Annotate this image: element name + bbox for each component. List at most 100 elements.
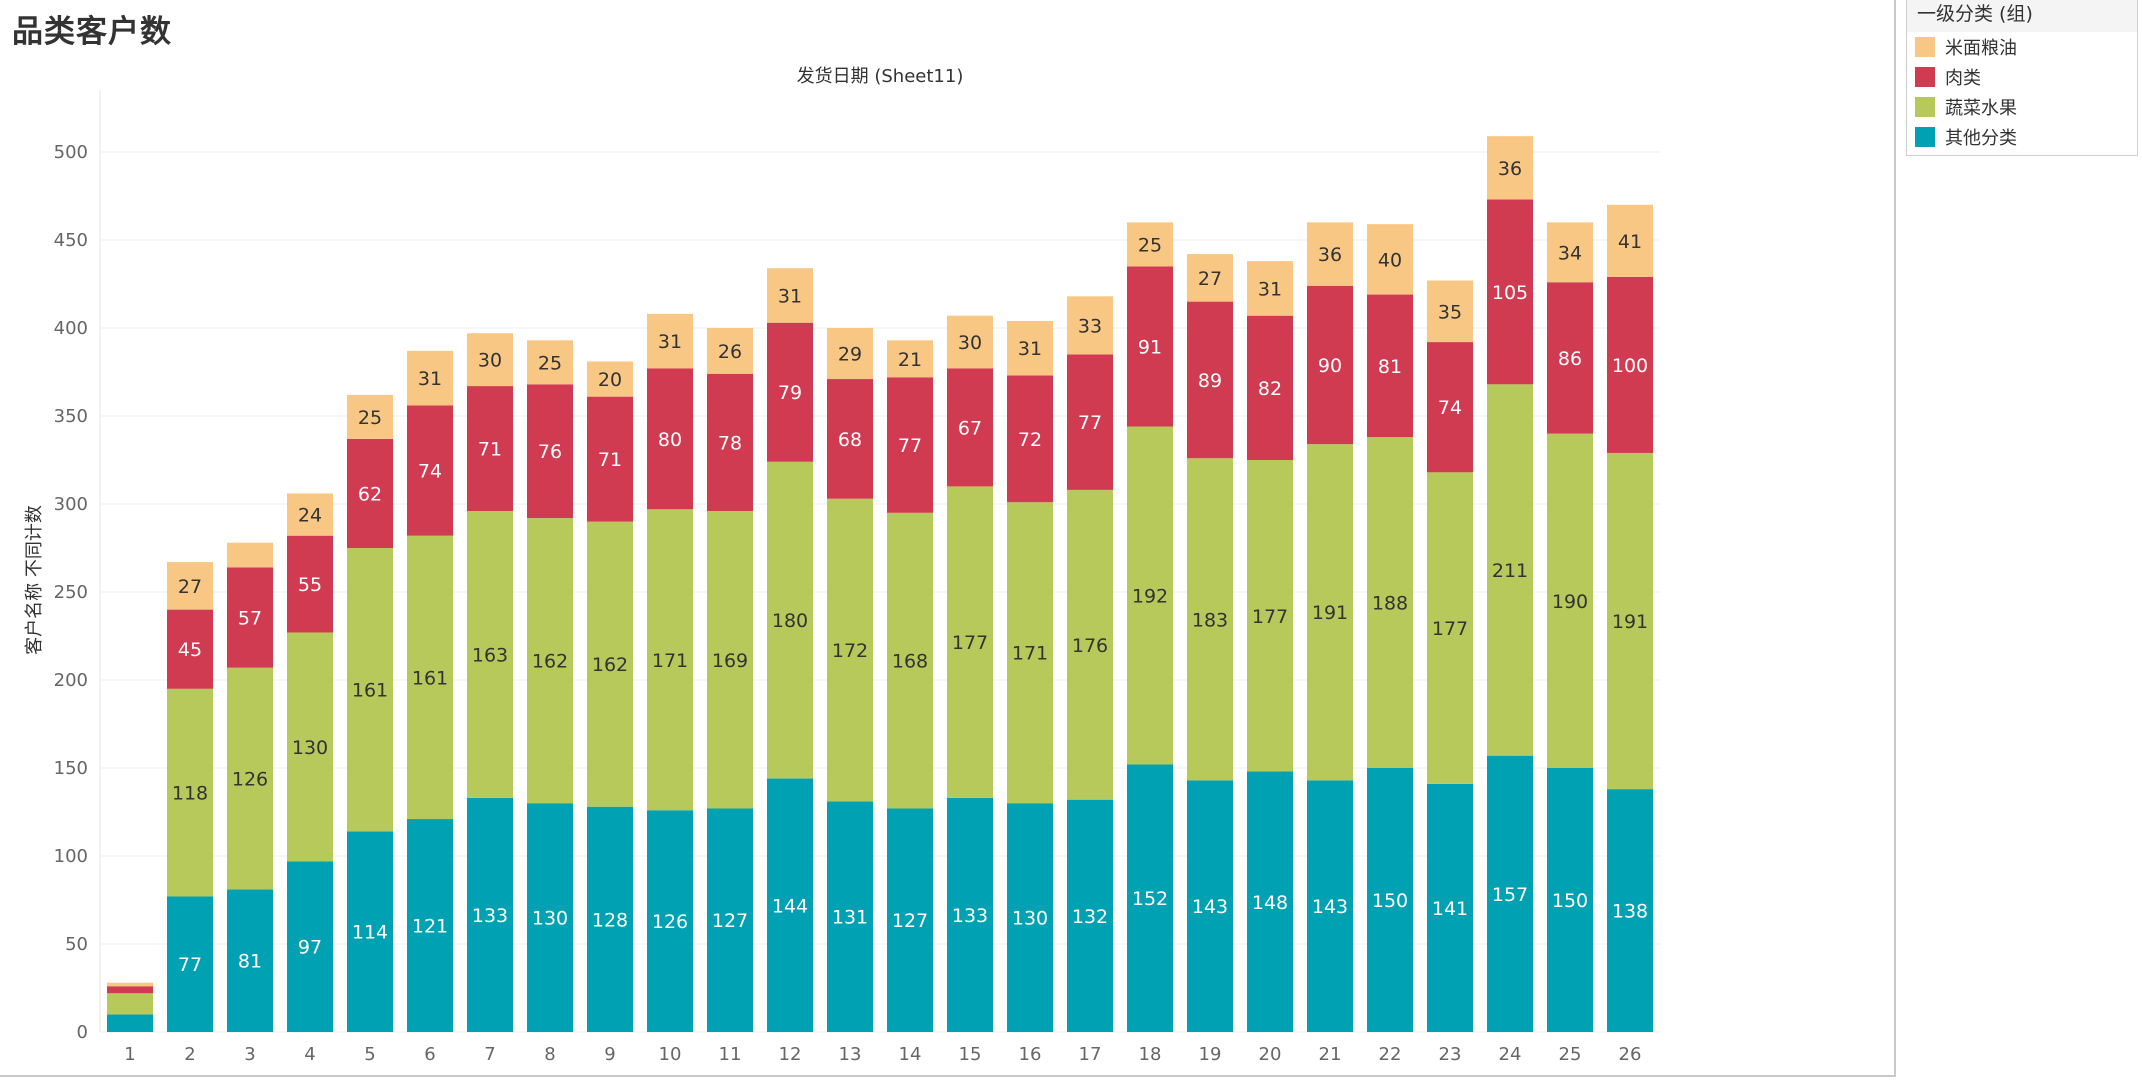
bar-segment [1367,437,1413,768]
x-tick-label: 15 [959,1044,982,1065]
bar-value-label: 138 [1612,901,1648,923]
bar-value-label: 171 [652,650,688,672]
bar-value-label: 130 [1012,908,1048,930]
bar-value-label: 62 [358,483,382,505]
bar-value-label: 105 [1492,282,1528,304]
y-tick-label: 300 [54,494,88,515]
bar-segment [287,632,333,862]
bar-segment [1427,472,1473,784]
bars: 77 118 45 27 81 126 57 97 130 55 24 114 161 62 25 121 16… [107,136,1653,1032]
bar-value-label: 21 [898,349,922,371]
bar-segment [1127,266,1173,427]
bar-segment [887,512,933,809]
bar-segment [767,461,813,779]
bar-value-label: 97 [298,937,322,959]
legend-item[interactable]: 其他分类 [1907,122,2137,152]
x-tick-label: 23 [1439,1044,1462,1065]
legend-item[interactable]: 肉类 [1907,62,2137,92]
bar-value-label: 169 [712,650,748,672]
bar-segment [167,688,213,897]
legend: 一级分类 (组) 米面粮油 肉类 蔬菜水果 其他分类 [1906,0,2138,156]
legend-item[interactable]: 米面粮油 [1907,32,2137,62]
legend-item[interactable]: 蔬菜水果 [1907,92,2137,122]
bar-value-label: 78 [718,432,742,454]
bar-value-label: 150 [1552,890,1588,912]
bar-segment [827,328,873,380]
bar-value-label: 80 [658,429,682,451]
bar-segment [1067,354,1113,490]
bar-segment [647,509,693,811]
bar-value-label: 67 [958,417,982,439]
bar-segment [947,797,993,1032]
bar-value-label: 161 [412,667,448,689]
legend-swatch [1915,67,1935,87]
bar-segment [767,268,813,323]
y-tick-label: 400 [54,318,88,339]
bar-value-label: 20 [598,369,622,391]
bar-segment [107,982,153,987]
bar-value-label: 162 [532,651,568,673]
bar-value-label: 76 [538,441,562,463]
bar-segment [1007,375,1053,503]
bar-segment [1307,285,1353,445]
bar-value-label: 25 [1138,234,1162,256]
bar-segment [1367,294,1413,438]
x-tick-label: 10 [659,1044,682,1065]
bar-value-label: 81 [1378,356,1402,378]
bar-value-label: 74 [1438,397,1462,419]
y-tick-label: 100 [54,846,88,867]
bar-segment [527,518,573,804]
bar-value-label: 143 [1192,896,1228,918]
bar-value-label: 131 [832,907,868,929]
bar-segment [707,511,753,809]
bar-value-label: 127 [892,910,928,932]
x-tick-label: 13 [839,1044,862,1065]
bar-segment [1367,768,1413,1032]
bar-segment [107,986,153,994]
bar-segment [227,567,273,668]
bar-value-label: 121 [412,916,448,938]
bar-segment [407,819,453,1032]
bar-segment [1187,780,1233,1032]
bar-segment [707,373,753,512]
bar-value-label: 81 [238,951,262,973]
bar-segment [1427,342,1473,473]
legend-label: 其他分类 [1945,128,2017,149]
bar-segment [1187,301,1233,459]
bar-value-label: 148 [1252,892,1288,914]
bar-value-label: 100 [1612,355,1648,377]
bar-segment [1487,384,1533,756]
bar-value-label: 31 [1258,278,1282,300]
bar-segment [347,548,393,832]
bar-segment [1607,789,1653,1032]
bar-segment [347,438,393,548]
bar-value-label: 161 [352,680,388,702]
bar-value-label: 31 [658,331,682,353]
bar-segment [1607,276,1653,453]
bar-value-label: 68 [838,429,862,451]
bar-segment [1487,199,1533,385]
bar-segment [1007,803,1053,1032]
x-tick-label: 19 [1199,1044,1222,1065]
bar-value-label: 25 [358,407,382,429]
bar-value-label: 71 [598,449,622,471]
bar-value-label: 188 [1372,593,1408,615]
bar-segment [1247,771,1293,1032]
bar-segment [467,386,513,512]
bar-value-label: 130 [292,737,328,759]
x-tick-label: 7 [484,1044,495,1065]
x-tick-label: 12 [779,1044,802,1065]
bar-value-label: 172 [832,640,868,662]
bar-value-label: 33 [1078,315,1102,337]
bar-segment [947,368,993,487]
x-tick-label: 2 [184,1044,195,1065]
legend-title: 一级分类 (组) [1907,0,2137,32]
bar-segment [767,778,813,1032]
bar-segment [227,889,273,1032]
bar-value-label: 152 [1132,888,1168,910]
bar-value-label: 27 [178,576,202,598]
bar-segment [287,861,333,1032]
bar-segment [827,801,873,1032]
bar-value-label: 177 [1432,618,1468,640]
y-tick-label: 150 [54,758,88,779]
